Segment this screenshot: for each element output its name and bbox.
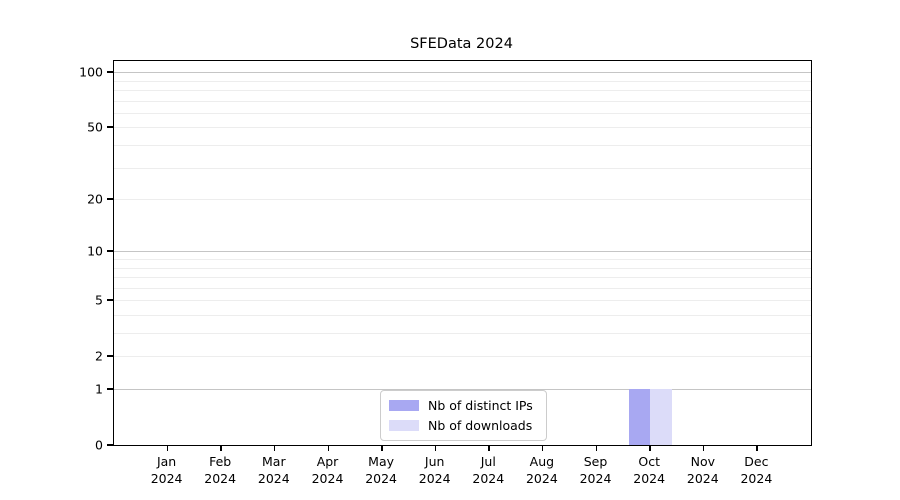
- x-tick-month: May: [368, 454, 395, 469]
- x-tick-label: May 2024: [351, 453, 411, 487]
- x-tick-label: Apr 2024: [298, 453, 358, 487]
- legend-label: Nb of downloads: [428, 418, 533, 433]
- chart-title: SFEData 2024: [410, 36, 513, 52]
- x-tick-mark: [595, 446, 597, 451]
- y-gridline-minor: [114, 315, 811, 316]
- y-tick-mark: [107, 126, 113, 128]
- x-tick-year: 2024: [686, 471, 719, 486]
- x-tick-label: Sep 2024: [566, 453, 626, 487]
- x-tick-year: 2024: [311, 471, 344, 486]
- y-gridline-minor: [114, 356, 811, 358]
- y-gridline-minor: [114, 277, 811, 278]
- x-tick-label: Feb 2024: [190, 453, 250, 487]
- y-tick-label: 100: [79, 64, 103, 80]
- x-tick-month: Jan: [156, 454, 177, 469]
- y-tick-mark: [107, 388, 113, 390]
- y-gridline-minor: [114, 267, 811, 269]
- legend-entry: Nb of downloads: [389, 418, 538, 433]
- y-tick-label: 20: [87, 191, 103, 207]
- x-tick-label: Jun 2024: [405, 453, 465, 487]
- y-tick-mark: [107, 299, 113, 301]
- x-tick-month: Oct: [638, 454, 660, 469]
- legend-swatch: [389, 400, 419, 411]
- y-gridline-minor: [114, 167, 811, 169]
- x-tick-month: Nov: [690, 454, 715, 469]
- legend: Nb of distinct IPs Nb of downloads: [380, 390, 547, 441]
- x-tick-mark: [434, 446, 437, 451]
- x-tick-year: 2024: [257, 471, 290, 486]
- y-tick-mark: [107, 250, 113, 252]
- x-tick-mark: [381, 446, 383, 451]
- x-tick-year: 2024: [418, 471, 451, 486]
- y-gridline-major: [114, 389, 811, 390]
- y-gridline-minor: [114, 333, 811, 334]
- x-tick-label: Jan 2024: [137, 453, 197, 487]
- x-tick-month: Sep: [583, 454, 608, 469]
- x-tick-label: Jul 2024: [458, 453, 518, 487]
- x-tick-year: 2024: [579, 471, 612, 486]
- x-tick-month: Aug: [529, 454, 555, 469]
- legend-label: Nb of distinct IPs: [428, 398, 533, 413]
- y-gridline-minor: [114, 145, 811, 146]
- x-tick-label: Aug 2024: [512, 453, 572, 487]
- legend-entry: Nb of distinct IPs: [389, 398, 538, 413]
- x-tick-month: Apr: [316, 454, 339, 469]
- x-tick-mark: [220, 446, 222, 451]
- y-gridline-minor: [114, 100, 811, 102]
- y-gridline-minor: [114, 90, 811, 91]
- y-gridline-major: [114, 251, 811, 253]
- x-tick-year: 2024: [204, 471, 237, 486]
- y-gridline-minor: [114, 112, 811, 114]
- x-tick-label: Nov 2024: [673, 453, 733, 487]
- y-gridline-minor: [114, 300, 811, 302]
- bar-nb-of-distinct-ips: [628, 389, 651, 445]
- x-tick-label: Mar 2024: [244, 453, 304, 487]
- y-gridline-minor: [114, 80, 811, 82]
- x-tick-year: 2024: [740, 471, 773, 486]
- x-tick-month: Feb: [209, 454, 232, 469]
- y-tick-mark: [107, 71, 113, 73]
- x-tick-mark: [649, 446, 651, 451]
- x-tick-month: Jun: [424, 454, 445, 469]
- y-tick-label: 1: [95, 381, 103, 397]
- y-tick-label: 5: [95, 292, 103, 308]
- x-tick-mark: [541, 446, 544, 451]
- x-tick-mark: [166, 446, 169, 451]
- x-tick-month: Dec: [744, 454, 769, 469]
- x-tick-year: 2024: [150, 471, 183, 486]
- y-tick-label: 50: [87, 119, 103, 135]
- y-tick-label: 0: [95, 437, 103, 453]
- x-tick-month: Jul: [480, 454, 496, 469]
- bar-nb-of-downloads: [650, 389, 672, 445]
- legend-swatch: [389, 420, 419, 431]
- x-tick-label: Dec 2024: [726, 453, 786, 487]
- x-tick-year: 2024: [525, 471, 558, 486]
- plot-area: Nb of distinct IPs Nb of downloads: [113, 60, 812, 446]
- x-tick-mark: [273, 446, 276, 451]
- x-tick-mark: [488, 446, 490, 451]
- y-tick-label: 2: [95, 348, 103, 364]
- y-gridline-minor: [114, 287, 811, 289]
- y-gridline-major: [114, 72, 811, 74]
- x-tick-year: 2024: [365, 471, 397, 486]
- x-tick-month: Mar: [262, 454, 286, 469]
- x-tick-mark: [702, 446, 705, 451]
- y-gridline-minor: [114, 199, 811, 201]
- x-tick-year: 2024: [472, 471, 505, 486]
- y-tick-mark: [107, 444, 113, 446]
- y-gridline-minor: [114, 259, 811, 260]
- x-tick-year: 2024: [633, 471, 666, 486]
- x-tick-mark: [756, 446, 758, 451]
- x-tick-label: Oct 2024: [619, 453, 679, 487]
- y-tick-mark: [107, 355, 113, 357]
- y-gridline-minor: [114, 127, 811, 129]
- y-tick-label: 10: [87, 243, 103, 259]
- x-tick-mark: [327, 446, 329, 451]
- y-tick-mark: [107, 198, 113, 200]
